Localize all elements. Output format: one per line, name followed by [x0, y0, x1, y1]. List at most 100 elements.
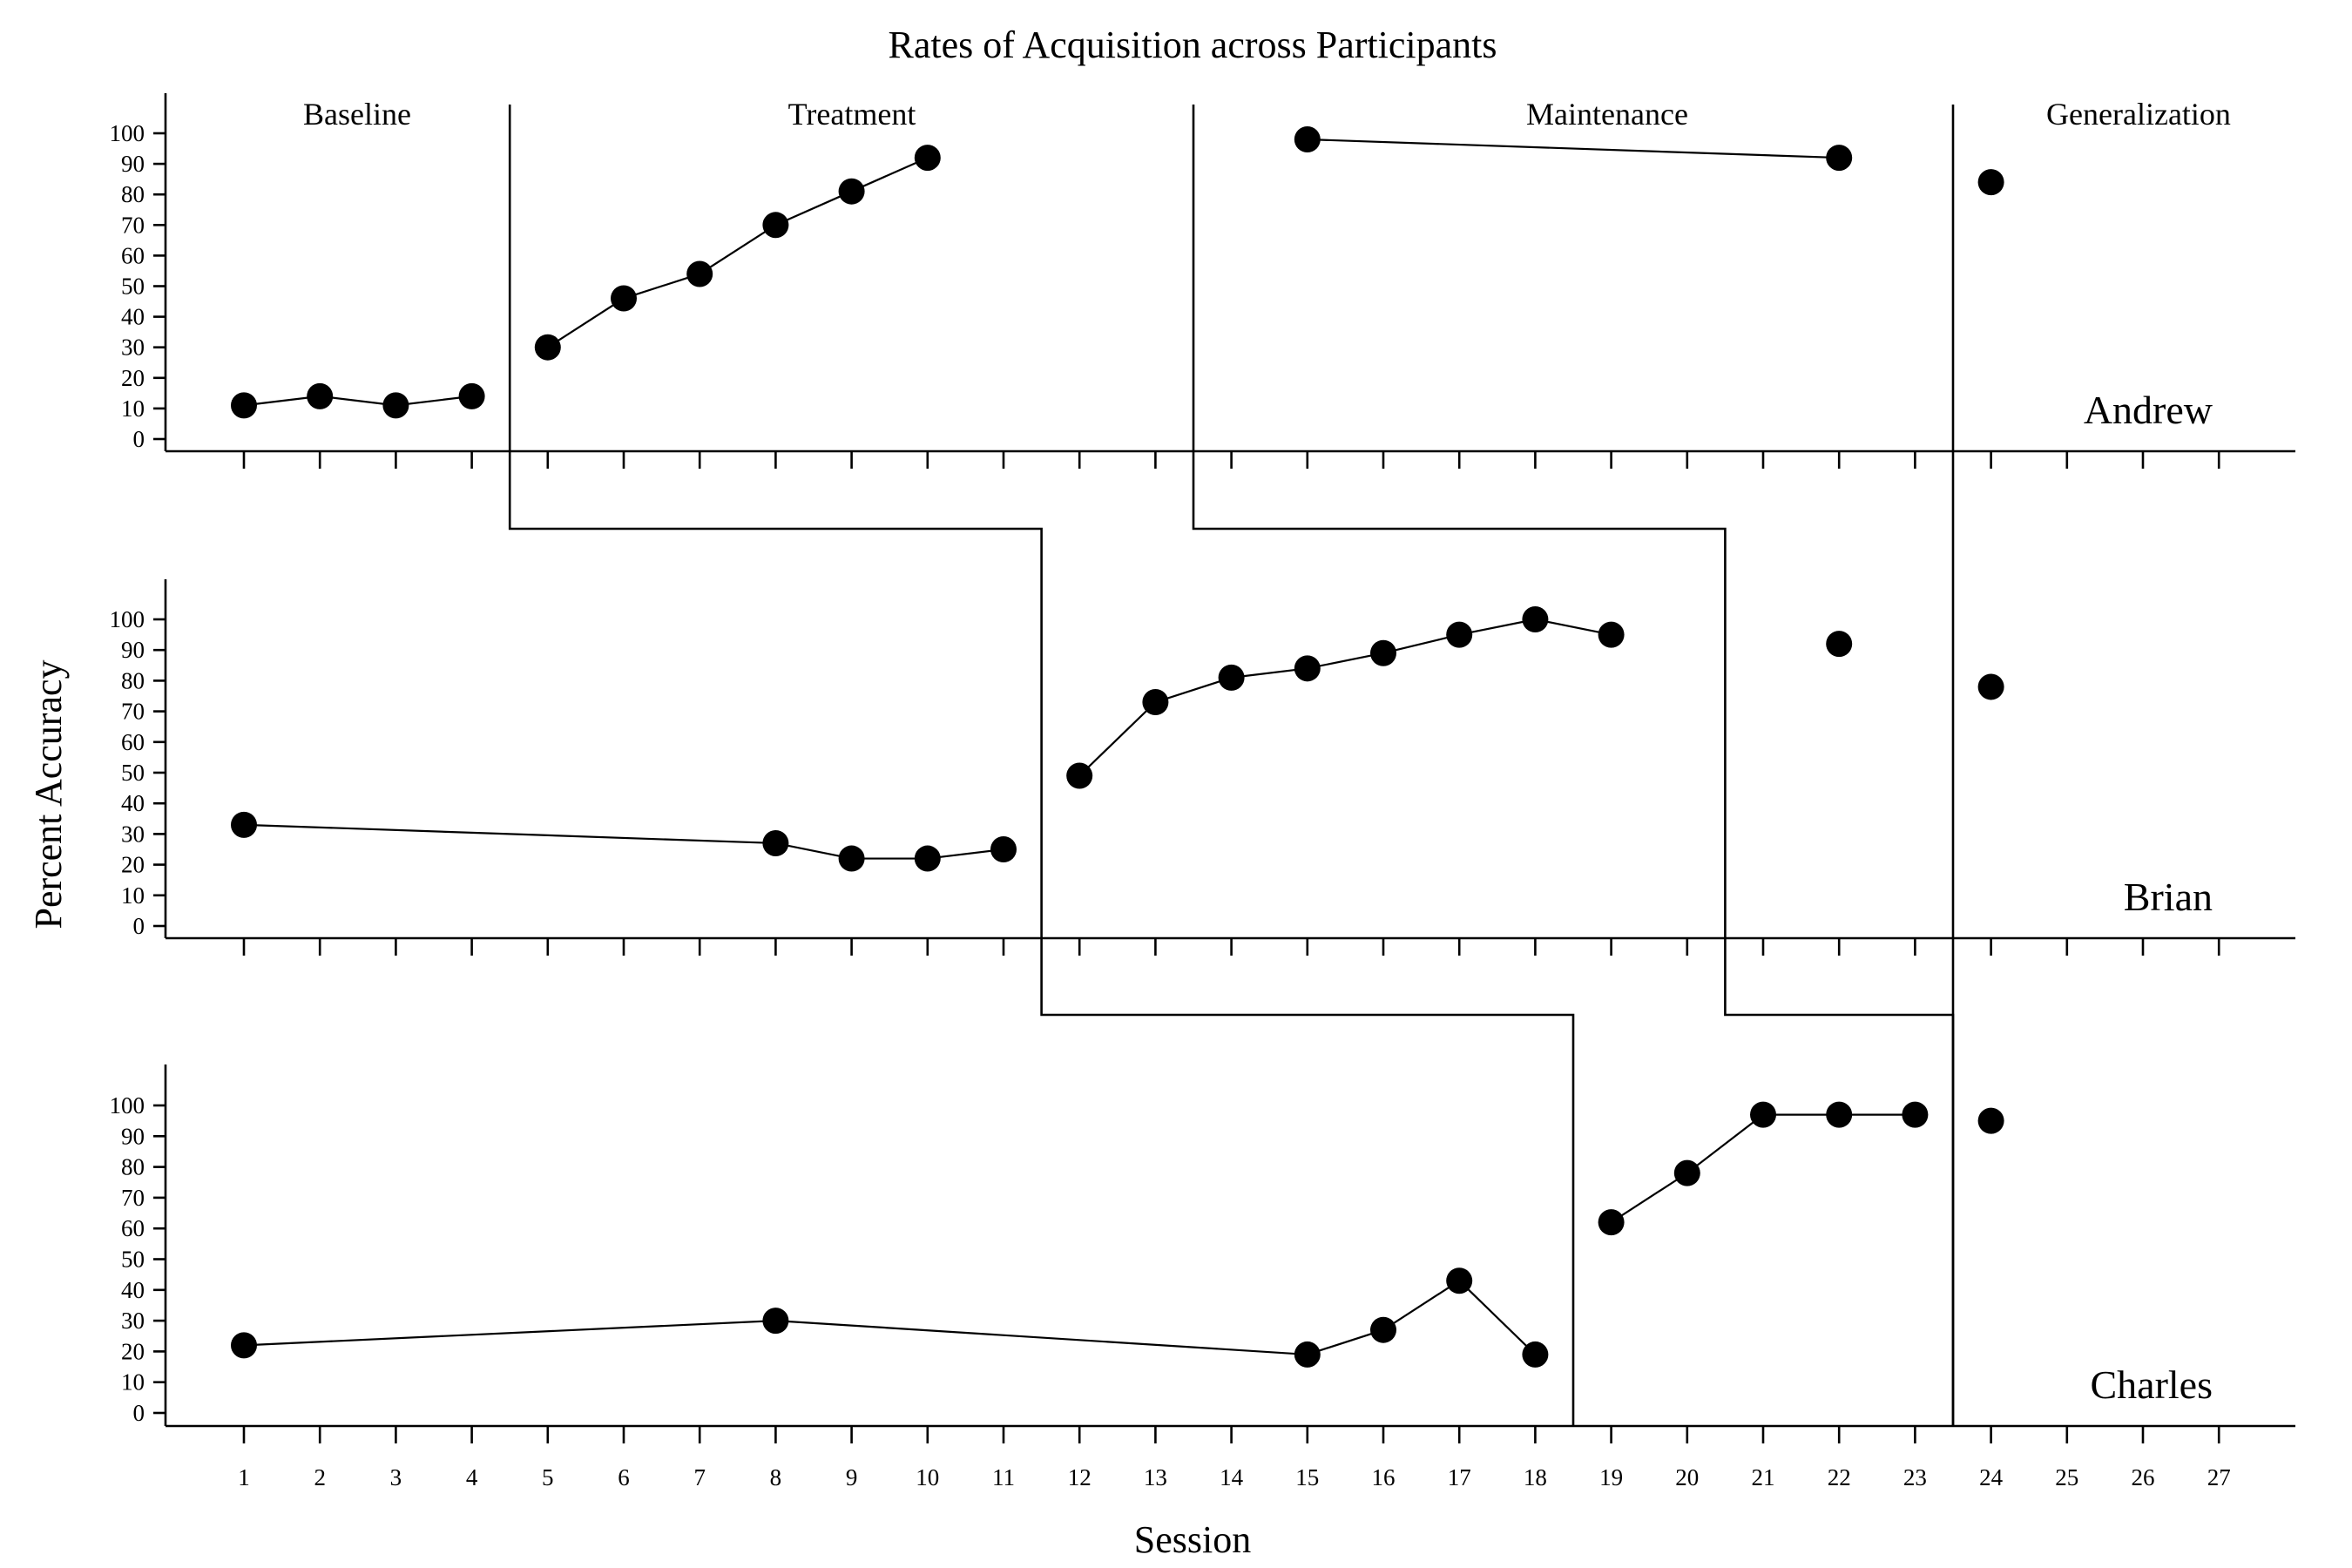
- data-point: [1977, 673, 2004, 700]
- axes: 0102030405060708090100Andrew010203040506…: [110, 93, 2295, 1490]
- y-tick-label: 70: [121, 699, 145, 725]
- y-tick-label: 100: [110, 606, 145, 632]
- x-tick-label: 8: [770, 1464, 782, 1490]
- y-tick-label: 50: [121, 760, 145, 786]
- data-point: [1446, 1267, 1473, 1294]
- x-tick-label: 4: [466, 1464, 478, 1490]
- data-point: [762, 1308, 789, 1335]
- data-point: [1066, 762, 1093, 789]
- data-point: [231, 392, 257, 419]
- x-tick-label: 23: [1903, 1464, 1927, 1490]
- y-tick-label: 80: [121, 667, 145, 693]
- y-tick-label: 0: [133, 913, 145, 939]
- data-point: [1977, 1107, 2004, 1134]
- series-line: [1307, 138, 1840, 159]
- data-point: [307, 382, 334, 409]
- x-tick-label: 12: [1068, 1464, 1092, 1490]
- data-point: [838, 178, 865, 205]
- data-point: [382, 392, 409, 419]
- y-tick-label: 50: [121, 1247, 145, 1273]
- data-point: [1826, 631, 1853, 658]
- data-point: [1598, 1209, 1625, 1236]
- data-point: [762, 212, 789, 239]
- x-tick-label: 24: [1979, 1464, 2004, 1490]
- series-brian: [231, 606, 2004, 872]
- series-charles: [231, 1101, 2004, 1368]
- x-tick-label: 5: [542, 1464, 554, 1490]
- data-point: [1522, 1341, 1549, 1368]
- data-point: [1598, 621, 1625, 648]
- participant-label: Charles: [2090, 1362, 2213, 1407]
- data-point: [231, 811, 257, 838]
- y-tick-label: 50: [121, 274, 145, 300]
- data-point: [1294, 1341, 1321, 1368]
- y-tick-label: 40: [121, 1277, 145, 1303]
- y-tick-label: 80: [121, 1154, 145, 1180]
- series-andrew: [231, 126, 2004, 419]
- y-tick-label: 10: [121, 882, 145, 909]
- y-tick-label: 20: [121, 365, 145, 391]
- y-tick-label: 30: [121, 821, 145, 847]
- y-tick-label: 10: [121, 395, 145, 422]
- phase-change-line-treatment: [508, 105, 1575, 1426]
- x-tick-label: 6: [618, 1464, 630, 1490]
- data-point: [458, 382, 485, 409]
- y-tick-label: 70: [121, 1185, 145, 1211]
- x-tick-label: 22: [1828, 1464, 1851, 1490]
- data-point: [762, 829, 789, 856]
- y-tick-label: 20: [121, 1338, 145, 1364]
- y-tick-label: 100: [110, 120, 145, 146]
- phase-label-baseline: Baseline: [303, 97, 411, 132]
- panel-andrew: 0 10 20 30 40 50 60 70 80 90 100 Andrew: [110, 93, 2295, 469]
- data-point: [914, 845, 941, 872]
- y-tick-label: 90: [121, 151, 145, 177]
- phase-label-maintenance: Maintenance: [1526, 97, 1688, 132]
- data-point: [1902, 1101, 1929, 1128]
- y-tick-label: 0: [133, 426, 145, 452]
- data-point: [534, 334, 561, 361]
- series-line: [243, 395, 472, 407]
- data-point: [1977, 169, 2004, 196]
- x-tick-label: 25: [2055, 1464, 2078, 1490]
- data-point: [838, 845, 865, 872]
- chart-title: Rates of Acquisition across Participants: [889, 24, 1497, 66]
- y-tick-label: 100: [110, 1092, 145, 1119]
- series-line: [1611, 1113, 1916, 1224]
- x-tick-label: 19: [1599, 1464, 1623, 1490]
- data-point: [914, 145, 941, 172]
- participant-label: Andrew: [2084, 388, 2213, 432]
- data-point: [990, 836, 1017, 862]
- x-tick-label: 21: [1752, 1464, 1775, 1490]
- x-axis-label: Session: [1134, 1518, 1251, 1561]
- x-tick-label: 11: [992, 1464, 1015, 1490]
- y-tick-label: 0: [133, 1400, 145, 1426]
- data-point: [1218, 664, 1245, 691]
- x-tick-label: 16: [1372, 1464, 1396, 1490]
- phase-change-lines: [508, 105, 1955, 1426]
- x-tick-label: 14: [1220, 1464, 1244, 1490]
- data-point: [1294, 126, 1321, 153]
- x-tick-label: 10: [916, 1464, 939, 1490]
- phase-label-generalization: Generalization: [2046, 97, 2231, 132]
- x-tick-label: 7: [693, 1464, 706, 1490]
- x-tick-label: 26: [2132, 1464, 2155, 1490]
- x-tick-label: 17: [1448, 1464, 1471, 1490]
- y-tick-label: 70: [121, 212, 145, 238]
- data-point: [1750, 1101, 1776, 1128]
- y-axis-label: Percent Accuracy: [27, 659, 70, 929]
- y-tick-label: 90: [121, 1123, 145, 1149]
- phase-labels: Baseline Treatment Maintenance Generalizati…: [303, 97, 2231, 132]
- participant-label: Brian: [2124, 875, 2213, 919]
- y-tick-label: 90: [121, 637, 145, 663]
- y-tick-label: 10: [121, 1369, 145, 1396]
- x-tick-label: 27: [2207, 1464, 2231, 1490]
- data-point: [686, 260, 713, 287]
- y-tick-label: 60: [121, 729, 145, 755]
- panel-brian: 0 10 20 30 40 50 60 70 80 90 100 Brian: [110, 579, 2295, 956]
- phase-label-treatment: Treatment: [788, 97, 916, 132]
- data-point: [1673, 1159, 1700, 1186]
- data-point: [1370, 1316, 1396, 1343]
- data-point: [1826, 1101, 1853, 1128]
